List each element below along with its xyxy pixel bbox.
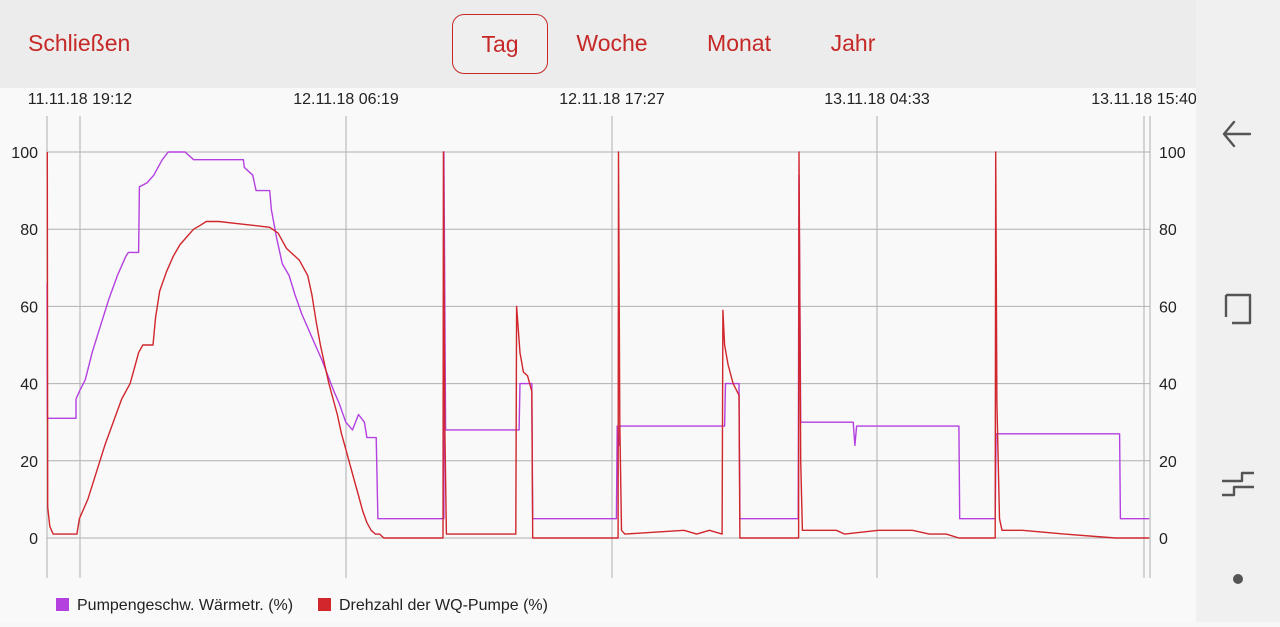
back-icon[interactable] <box>1216 112 1260 156</box>
tab-day[interactable]: Tag <box>452 14 548 74</box>
close-button[interactable]: Schließen <box>28 30 131 56</box>
legend-label: Drehzahl der WQ-Pumpe (%) <box>339 597 548 614</box>
y-tick-label-left: 80 <box>20 222 38 239</box>
y-tick-label-left: 0 <box>29 531 38 548</box>
y-tick-label-right: 100 <box>1159 145 1186 162</box>
legend-swatch <box>56 598 69 611</box>
y-axis-right-labels: 0 20 40 60 80 100 <box>1159 145 1186 548</box>
y-tick-label-right: 60 <box>1159 299 1177 316</box>
tab-week[interactable]: Woche <box>576 30 648 56</box>
horizontal-gridlines <box>47 151 1150 539</box>
x-tick-label: 13.11.18 04:33 <box>824 91 930 108</box>
tab-year[interactable]: Jahr <box>830 30 876 56</box>
x-tick-label: 12.11.18 17:27 <box>559 91 665 108</box>
series-line-wq-pump-rpm <box>46 151 1150 539</box>
x-tick-labels: 11.11.18 19:12 12.11.18 06:19 12.11.18 17:… <box>28 91 1197 108</box>
legend-swatch <box>318 598 331 611</box>
legend-label: Pumpengeschw. Wärmetr. (%) <box>77 597 293 614</box>
switch-icon[interactable] <box>1216 463 1260 507</box>
tab-month[interactable]: Monat <box>707 30 771 56</box>
legend: Pumpengeschw. Wärmetr. (%) Drehzahl der W… <box>56 597 548 614</box>
y-tick-label-right: 40 <box>1159 377 1177 394</box>
y-tick-label-right: 20 <box>1159 454 1177 471</box>
recents-icon[interactable] <box>1216 287 1260 331</box>
y-tick-label-left: 20 <box>20 454 38 471</box>
y-tick-label-left: 100 <box>11 145 38 162</box>
line-chart[interactable]: 11.11.18 19:12 12.11.18 06:19 12.11.18 17:… <box>0 88 1197 622</box>
series-line-pump-speed <box>46 151 1150 520</box>
x-tick-label: 12.11.18 06:19 <box>293 91 399 108</box>
system-nav-bar <box>1196 0 1280 622</box>
x-tick-label: 13.11.18 15:40 <box>1091 91 1196 108</box>
y-tick-label-left: 60 <box>20 299 38 316</box>
y-tick-label-right: 80 <box>1159 222 1177 239</box>
y-tick-label-left: 40 <box>20 377 38 394</box>
top-bar: Schließen Tag Woche Monat Jahr <box>0 0 1196 88</box>
y-axis-left-labels: 0 20 40 60 80 100 <box>11 145 38 548</box>
vertical-gridlines <box>46 116 1151 578</box>
x-tick-label: 11.11.18 19:12 <box>28 91 132 108</box>
chart-area[interactable]: 11.11.18 19:12 12.11.18 06:19 12.11.18 17:… <box>0 88 1197 622</box>
dot-icon <box>1233 574 1243 584</box>
series-layer <box>46 151 1150 539</box>
y-tick-label-right: 0 <box>1159 531 1168 548</box>
